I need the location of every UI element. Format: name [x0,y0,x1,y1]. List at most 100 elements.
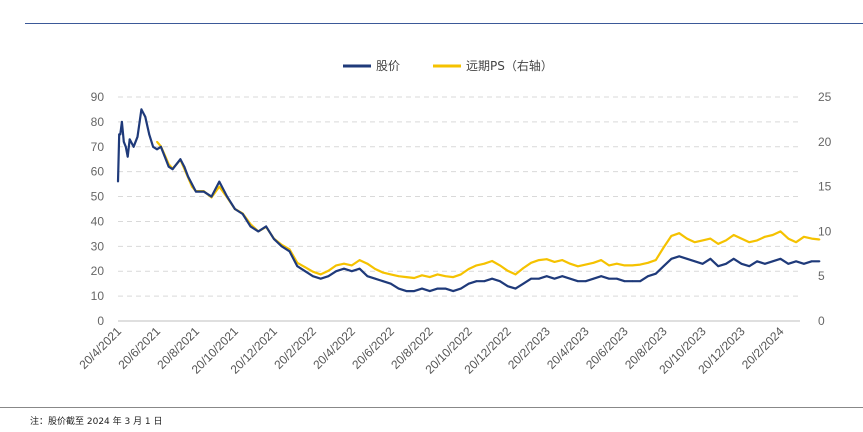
series-lines [116,108,821,293]
data-point [191,183,193,186]
data-point [577,280,579,283]
data-point [249,225,252,228]
data-point [732,257,735,260]
data-point [175,163,178,166]
data-point [670,257,673,260]
data-point [662,246,665,249]
data-point [475,264,478,267]
data-point [732,234,735,236]
data-point [561,259,564,261]
data-point [304,270,306,273]
data-point [686,257,688,260]
data-point [241,213,244,215]
data-point [288,250,291,253]
data-point [444,287,447,290]
data-point [647,261,649,264]
data-point [709,257,712,260]
data-point [545,275,548,278]
data-point [709,237,712,240]
data-point [678,232,681,235]
data-point [530,261,532,264]
data-point [467,282,470,285]
data-point [725,262,727,265]
y-right-tick-label: 5 [818,269,825,283]
data-point [818,238,821,241]
data-point [810,260,813,263]
y-right-tick-label: 10 [818,224,832,238]
data-point [343,262,345,265]
data-point [686,237,688,240]
data-point [144,116,147,118]
data-point [397,275,400,278]
y-left-tick-label: 60 [91,165,105,179]
data-point [491,260,493,262]
x-axis: 20/4/202120/6/202120/8/202120/10/202120/… [76,324,786,377]
data-point [779,257,782,260]
x-tick-label: 20/2/2024 [739,324,787,372]
y-left-tick-label: 20 [91,264,105,278]
y-left-tick-label: 10 [91,289,105,303]
data-point [748,241,751,244]
data-point [584,263,587,266]
data-point [382,280,384,283]
data-point [343,267,345,270]
data-point [662,265,665,268]
data-point [569,277,571,280]
data-point [280,245,283,248]
data-point [382,271,384,274]
data-point [538,259,540,261]
y-left-axis: 0 10 20 30 40 50 60 70 80 90 [91,90,105,328]
data-point [366,262,369,265]
data-point [506,269,509,272]
data-point [397,287,400,290]
data-point [124,145,127,148]
data-point [615,262,618,265]
data-point [163,155,166,158]
data-point [756,260,758,263]
footnote: 注：股价截至 2024 年 3 月 1 日 [30,417,163,427]
data-point [428,276,431,278]
data-point [803,235,805,238]
data-point [577,265,579,268]
data-point [483,262,486,265]
gridlines [118,96,800,322]
y-right-tick-label: 25 [818,90,832,104]
data-point [522,282,525,285]
data-point [350,270,353,273]
data-point [740,237,743,240]
data-point [335,264,338,267]
data-point [234,208,236,210]
data-point [592,277,595,280]
data-point [226,195,229,198]
data-point [319,273,322,276]
data-point [389,273,392,276]
data-point [787,262,790,265]
data-point [195,190,197,193]
data-point [202,190,205,193]
data-point [265,225,267,228]
data-point [460,273,462,276]
legend-label: 股价 [376,59,400,73]
data-point [452,276,455,278]
data-point [467,268,470,270]
data-point [701,262,704,265]
data-point [405,290,408,292]
data-point [389,282,392,285]
data-point [506,285,509,288]
data-point [810,237,813,240]
data-point [795,241,797,244]
y-left-tick-label: 0 [97,314,104,328]
data-point [304,266,306,269]
data-point [491,277,493,280]
data-point [600,275,603,278]
data-point [514,287,517,290]
data-point [160,145,162,148]
data-point [584,280,587,283]
data-point [218,180,221,183]
data-point [444,275,447,278]
data-point [499,264,501,267]
data-point [717,243,720,245]
data-point [319,277,322,280]
data-point [428,290,431,292]
data-point [405,276,408,278]
